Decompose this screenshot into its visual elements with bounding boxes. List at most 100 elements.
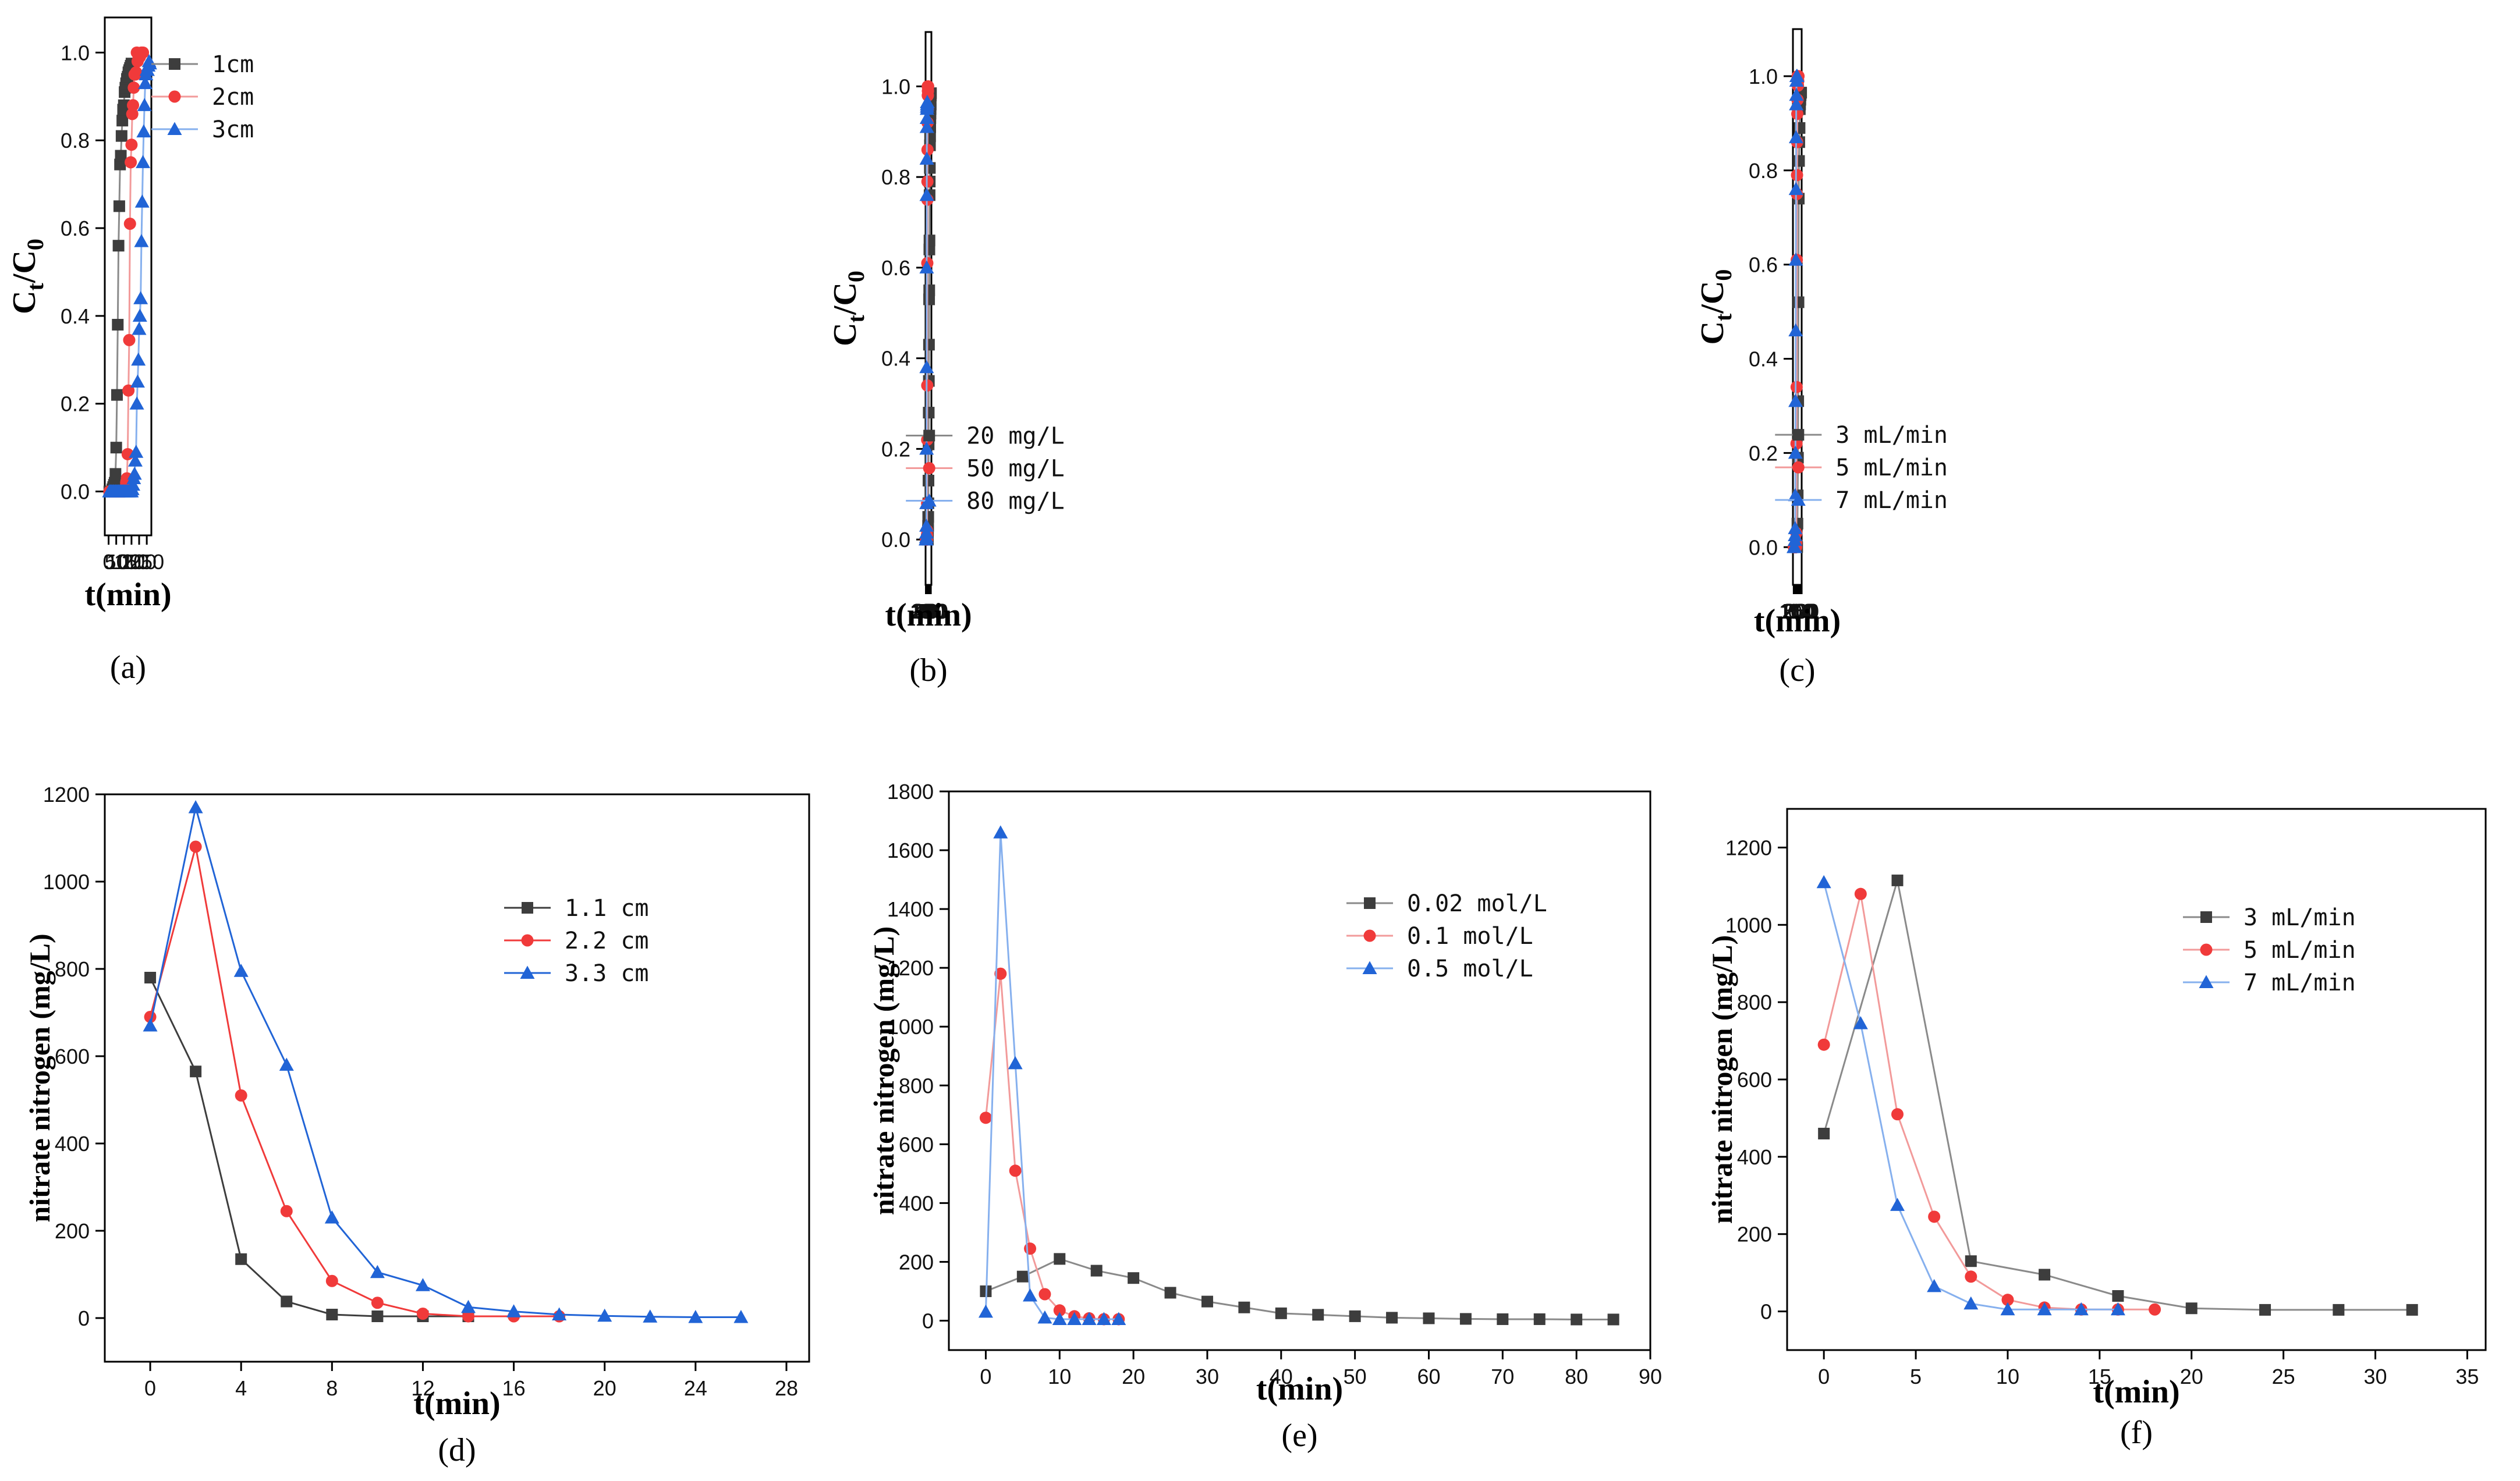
series-blue (143, 800, 749, 1323)
data-point (1965, 1270, 1977, 1283)
legend-label: 0.02 mol/L (1407, 890, 1547, 917)
series-blue (102, 54, 157, 498)
y-axis-title: nitrate nitrogen (mg/L) (1706, 935, 1738, 1224)
data-point (919, 360, 934, 374)
y-axis-title: nitrate nitrogen (mg/L) (23, 933, 56, 1222)
data-point (1789, 87, 1804, 101)
data-point (1788, 323, 1803, 336)
plot-frame (104, 793, 810, 1363)
y-tick-label: 0 (1760, 1300, 1772, 1324)
data-point (1789, 97, 1804, 111)
data-point (138, 76, 153, 90)
data-point (1891, 874, 1904, 886)
data-point (1082, 1312, 1097, 1325)
data-point (919, 111, 934, 124)
data-point (1788, 521, 1803, 534)
y-tick-label: 0.0 (881, 528, 910, 552)
data-point (919, 187, 934, 201)
data-point (1128, 1272, 1140, 1284)
data-point (137, 98, 152, 111)
data-point (1023, 1288, 1038, 1302)
legend-label: 2.2 cm (565, 928, 649, 954)
data-point (979, 1111, 992, 1124)
data-point (235, 1089, 247, 1102)
y-axis-title: Ct/C0 (1695, 269, 1736, 345)
data-point (1787, 539, 1802, 553)
data-point (923, 474, 934, 486)
data-point (1054, 1253, 1066, 1265)
legend-marker (2200, 943, 2213, 956)
data-point (123, 333, 136, 346)
data-point (126, 477, 141, 491)
x-tick-label: 20 (593, 1376, 616, 1400)
x-axis-title: t(min) (1256, 1371, 1343, 1407)
data-point (919, 518, 934, 532)
legend-label: 1cm (212, 51, 254, 78)
data-point (1111, 1312, 1126, 1325)
y-tick-label: 1400 (887, 897, 934, 921)
y-tick-label: 0.6 (61, 216, 90, 240)
data-point (1164, 1287, 1176, 1299)
data-point (134, 234, 149, 247)
data-point (1788, 445, 1803, 459)
y-tick-label: 400 (899, 1191, 934, 1215)
data-point (643, 1309, 658, 1323)
series-black (980, 1253, 1619, 1326)
data-point (2074, 1302, 2089, 1316)
legend-label: 0.5 mol/L (1407, 956, 1533, 982)
data-point (922, 511, 934, 523)
data-point (1201, 1295, 1213, 1308)
x-tick-label: 300 (912, 599, 947, 623)
x-tick-label: 50 (915, 599, 938, 623)
y-tick-label: 0 (922, 1309, 934, 1333)
data-point (142, 56, 157, 70)
data-point (1788, 130, 1803, 144)
data-point (1788, 528, 1803, 542)
data-point (233, 964, 249, 977)
x-tick-label: 350 (913, 599, 948, 623)
panel-caption: (e) (1281, 1418, 1317, 1454)
y-tick-label: 0.2 (61, 392, 90, 416)
y-tick-label: 800 (899, 1074, 934, 1098)
legend-label: 20 mg/L (966, 423, 1065, 450)
y-tick-label: 600 (55, 1045, 90, 1068)
legend: 3 mL/min 5 mL/min 7 mL/min (2183, 904, 2356, 996)
data-point (371, 1310, 384, 1322)
x-tick-label: 150 (114, 550, 149, 574)
x-tick-label: 30 (2364, 1365, 2387, 1388)
data-point (235, 1253, 247, 1265)
data-point (116, 115, 129, 127)
data-point (2110, 1302, 2125, 1316)
x-tick-label: 5 (1910, 1365, 1922, 1388)
legend-marker (1364, 897, 1376, 909)
legend-marker (1792, 461, 1805, 474)
y-tick-label: 0.4 (881, 347, 910, 371)
data-point (2112, 1290, 2124, 1302)
data-point (1009, 1164, 1022, 1177)
x-tick-label: 150 (1780, 599, 1815, 623)
y-tick-label: 1000 (1725, 913, 1772, 937)
series-line (984, 832, 1119, 1320)
series-line (1823, 882, 2118, 1310)
data-point (280, 1205, 293, 1217)
data-point (133, 291, 148, 304)
legend-marker (1791, 492, 1806, 506)
y-tick-label: 800 (1737, 990, 1772, 1014)
data-point (1096, 1312, 1111, 1325)
data-point (993, 825, 1008, 839)
legend-marker (520, 965, 535, 979)
data-point (118, 99, 130, 111)
data-point (1349, 1310, 1361, 1322)
x-tick-label: 40 (1270, 1365, 1293, 1388)
x-tick-label: 10 (1048, 1365, 1071, 1388)
y-axis-title: Ct/C0 (6, 239, 48, 314)
y-tick-label: 1000 (43, 870, 90, 894)
data-point (123, 217, 136, 230)
x-tick-label: 0 (1818, 1365, 1830, 1388)
series-line (149, 807, 741, 1318)
x-tick-label: 200 (911, 599, 946, 623)
